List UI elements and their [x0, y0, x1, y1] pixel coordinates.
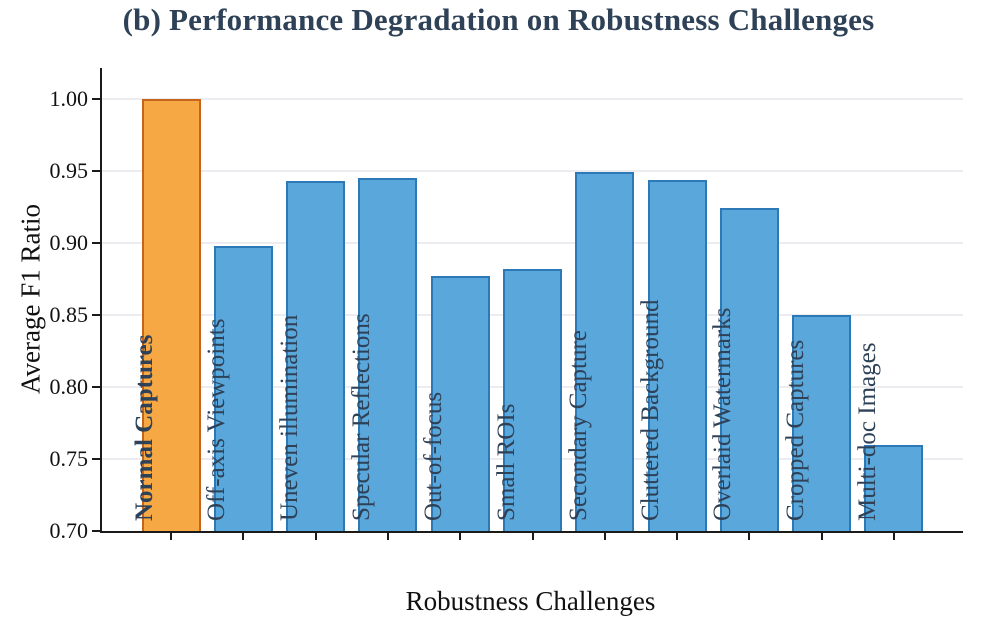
bar-label: Specular Reflections [347, 313, 375, 521]
bar-label: Cluttered Background [637, 299, 665, 521]
bar [213, 245, 273, 531]
bar [864, 444, 924, 531]
y-tick-label: 0.80 [49, 374, 89, 399]
x-tick [314, 533, 317, 540]
bar-label: Small ROIs [492, 403, 520, 521]
bar-label: Overlaid Watermarks [709, 307, 737, 521]
y-tick [92, 314, 100, 316]
gridline [102, 98, 963, 100]
bar-label: Out-of-focus [420, 391, 448, 521]
y-tick-label: 0.70 [49, 518, 89, 543]
bar [503, 268, 562, 531]
x-tick [459, 533, 462, 540]
x-tick [820, 533, 823, 540]
x-tick [892, 533, 895, 540]
x-axis-label: Robustness Challenges [405, 586, 656, 616]
bar [430, 276, 490, 531]
bar [358, 178, 418, 531]
bar-label: Multi-doc Images [853, 342, 881, 521]
bar-label: Cropped Captures [781, 339, 809, 521]
y-tick-label: 0.90 [49, 230, 89, 255]
bar [286, 181, 346, 531]
x-tick [531, 533, 534, 540]
y-tick-label: 0.95 [49, 158, 89, 183]
gridline [102, 242, 963, 244]
bar [647, 179, 707, 531]
y-tick [92, 530, 100, 532]
bar [575, 172, 635, 531]
y-tick-label: 0.85 [49, 302, 89, 327]
y-tick [92, 386, 100, 388]
x-tick [748, 533, 751, 540]
x-tick [676, 533, 679, 540]
plot-area: 0.70 0.75 0.80 0.85 0.90 0.95 1.00 Normal Captu… [50, 68, 963, 543]
chart-title: (b) Performance Degradation on Robustnes… [122, 2, 875, 37]
y-tick-label: 0.75 [49, 446, 89, 471]
gridline [102, 170, 963, 172]
x-tick [386, 533, 389, 540]
y-tick [92, 98, 100, 100]
x-tick [242, 533, 245, 540]
bar-label: Uneven illumination [275, 314, 303, 521]
bar-label: Off-axis Viewpoints [203, 318, 231, 521]
bar [141, 99, 201, 531]
x-tick [603, 533, 606, 540]
bar [792, 315, 852, 531]
y-tick-label: 1.00 [49, 86, 89, 111]
x-tick [170, 533, 173, 540]
bar [719, 208, 779, 531]
y-tick [92, 170, 100, 172]
bar-label: Normal Captures [131, 334, 159, 521]
y-tick [92, 458, 100, 460]
bar-label: Secondary Capture [564, 330, 592, 521]
y-tick [92, 242, 100, 244]
